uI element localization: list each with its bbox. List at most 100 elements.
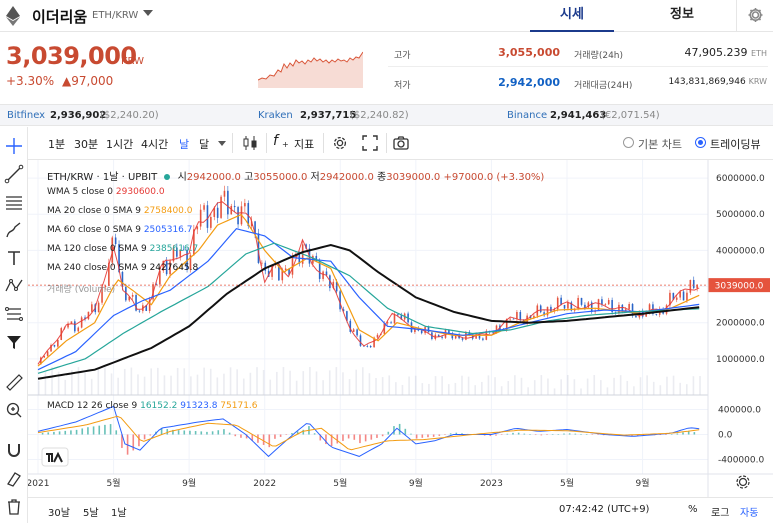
text-icon[interactable]: [3, 247, 25, 269]
volume-bar: [117, 377, 119, 395]
candle-body: [322, 271, 324, 279]
zoom-in-icon[interactable]: [3, 399, 25, 421]
ruler-icon[interactable]: [3, 371, 25, 393]
price-chart[interactable]: 6000000.05000000.04000000.03000000.02000…: [28, 160, 773, 497]
macd-histogram-bar: [444, 434, 446, 435]
macd-histogram-bar: [512, 432, 514, 435]
volume-bar: [276, 371, 278, 395]
exchange-name[interactable]: Binance: [507, 110, 548, 121]
chevron-down-icon[interactable]: [143, 10, 153, 16]
volume-bar: [685, 384, 688, 395]
timeframe-1m[interactable]: 1분: [48, 138, 66, 151]
timeframe-month[interactable]: 달: [199, 138, 210, 151]
timeframe-day[interactable]: 날: [179, 138, 190, 151]
log-toggle[interactable]: 로그: [711, 508, 730, 519]
macd-histogram-bar: [47, 432, 50, 435]
candle-body: [131, 295, 134, 297]
candle-body: [121, 271, 124, 287]
candle-body: [492, 332, 494, 334]
timeframe-4h[interactable]: 4시간: [141, 138, 169, 151]
candle-body: [482, 338, 484, 340]
candle-body: [74, 321, 76, 332]
exchange-name[interactable]: Kraken: [258, 110, 293, 121]
indicator-ma120[interactable]: MA 120 close 0 SMA 9 2385616.7: [47, 244, 198, 254]
series-layer: [37, 185, 700, 380]
candle-body: [607, 300, 610, 305]
volume-value: 47,905.239 ETH: [640, 46, 767, 59]
volume-bar: [51, 367, 53, 395]
candle-body: [291, 256, 294, 275]
candle-body: [264, 262, 267, 271]
candle-body: [165, 260, 168, 275]
volume-bar: [223, 373, 225, 395]
macd-histogram-bar: [693, 432, 696, 435]
candle-body: [186, 249, 188, 270]
macd-legend[interactable]: MACD 12 26 close 9 16152.2 91323.8 75171…: [47, 401, 258, 411]
candlestick-icon[interactable]: [240, 133, 260, 153]
lock-drawing-icon[interactable]: [3, 467, 25, 489]
volume-bar: [408, 376, 410, 395]
indicator-ma20[interactable]: MA 20 close 0 SMA 9 2758400.0: [47, 206, 193, 216]
exchange-price: 2,936,902: [50, 110, 107, 121]
macd-histogram-bar: [682, 432, 684, 435]
volume-bar: [652, 381, 655, 395]
gear-icon[interactable]: [736, 475, 750, 489]
gear-icon[interactable]: [330, 133, 350, 153]
exchange-name[interactable]: Bitfinex: [7, 110, 46, 121]
volume-legend[interactable]: 거래량 (Volume): [47, 285, 116, 295]
filter-icon[interactable]: [3, 331, 25, 353]
fullscreen-icon[interactable]: [360, 133, 380, 153]
tradingview-radio[interactable]: [695, 137, 706, 148]
tab-price[interactable]: 시세: [530, 0, 614, 32]
pattern-icon[interactable]: [3, 275, 25, 297]
macd-histogram-bar: [200, 431, 203, 435]
close-label: 종: [377, 172, 387, 183]
candle-body: [437, 334, 440, 337]
trash-icon[interactable]: [3, 495, 25, 517]
macd-histogram-bar: [257, 434, 259, 443]
crosshair-icon[interactable]: [3, 135, 25, 157]
tab-info[interactable]: 정보: [670, 7, 694, 22]
settings-button[interactable]: [736, 0, 773, 32]
volume-bar: [256, 367, 258, 395]
candle-body: [216, 207, 219, 218]
chevron-down-icon[interactable]: [218, 141, 226, 146]
basic-chart-radio[interactable]: [623, 137, 634, 148]
indicator-wma5[interactable]: WMA 5 close 0 2930600.0: [47, 187, 165, 197]
timeframe-30m[interactable]: 30분: [74, 138, 99, 151]
candle-body: [675, 297, 678, 300]
tradingview-label[interactable]: 트레이딩뷰: [710, 138, 761, 151]
macd-histogram-bar: [687, 431, 690, 435]
fib-lines-icon[interactable]: [3, 191, 25, 213]
macd-histogram-bar: [285, 434, 288, 435]
percent-toggle[interactable]: %: [688, 504, 698, 515]
function-icon[interactable]: f: [273, 133, 278, 149]
timeframe-1h[interactable]: 1시간: [106, 138, 134, 151]
volume-bar: [77, 367, 80, 395]
auto-toggle[interactable]: 자동: [740, 508, 759, 519]
projection-icon[interactable]: [3, 303, 25, 325]
magnet-icon[interactable]: [3, 439, 25, 461]
trend-line-icon[interactable]: [3, 163, 25, 185]
macd-histogram-bar: [449, 433, 452, 435]
candle-body: [570, 302, 573, 311]
range-1d[interactable]: 1날: [111, 508, 127, 519]
indicator-ma240[interactable]: MA 240 close 0 SMA 9 2427645.8: [47, 263, 198, 273]
low-label: 저가: [394, 81, 411, 91]
macd-histogram-bar: [183, 430, 186, 435]
volume-bar: [699, 376, 701, 395]
range-5d[interactable]: 5날: [83, 508, 99, 519]
indicators-button[interactable]: 지표: [294, 138, 315, 151]
volume-bar: [639, 377, 642, 395]
exchange-prices: Bitfinex 2,936,902 ($2,240.20) Kraken 2,…: [0, 104, 773, 126]
indicator-ma60[interactable]: MA 60 close 0 SMA 9 2505316.7: [47, 225, 193, 235]
range-30d[interactable]: 30날: [48, 508, 70, 519]
volume-bar: [454, 382, 457, 395]
turnover-value: 143,831,869,946 KRW: [620, 77, 767, 87]
candle-body: [369, 345, 372, 348]
brush-icon[interactable]: [3, 219, 25, 241]
coin-name: 이더리움: [32, 8, 88, 26]
macd-histogram-bar: [138, 434, 140, 447]
camera-icon[interactable]: [391, 133, 411, 153]
basic-chart-label[interactable]: 기본 차트: [638, 138, 682, 151]
